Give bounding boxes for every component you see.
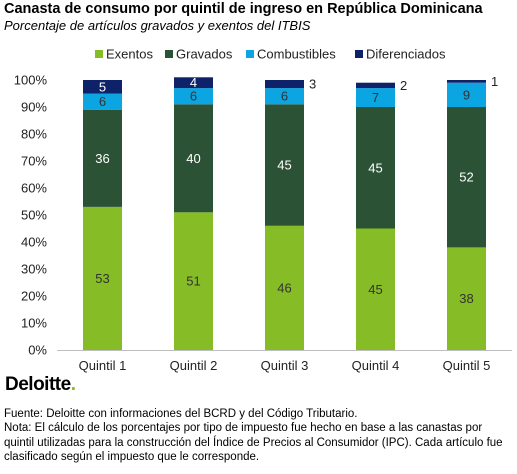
brand-name: Deloitte: [5, 374, 71, 395]
data-label-combustibles-q3: 6: [281, 89, 288, 104]
data-label-combustibles-q2: 6: [190, 89, 197, 104]
bar-gravados-q5: [447, 107, 486, 248]
data-label-combustibles-q4: 7: [372, 90, 379, 105]
bar-gravados-q1: [83, 109, 122, 207]
legend-swatch-exentos: [95, 50, 103, 58]
data-label-combustibles-q1: 6: [99, 94, 106, 109]
y-tick-label: 60%: [21, 181, 47, 196]
method-note: Nota: El cálculo de los porcentajes por …: [4, 422, 503, 463]
legend-label-combustibles: Combustibles: [257, 47, 336, 62]
x-tick-label: Quintil 5: [443, 358, 491, 373]
legend-swatch-gravados: [165, 50, 173, 58]
data-label-exentos-q1: 53: [95, 271, 109, 286]
bar-gravados-q4: [356, 107, 395, 229]
data-label-diferenciados-q4: 2: [400, 78, 407, 93]
bar-gravados-q2: [174, 104, 213, 213]
source-note: Fuente: Deloitte con informaciones del B…: [4, 408, 358, 420]
brand-dot: .: [70, 374, 76, 395]
y-tick-label: 100%: [14, 73, 48, 88]
y-tick-label: 50%: [21, 208, 47, 223]
bar-diferenciados-q4: [356, 82, 395, 89]
x-tick-label: Quintil 2: [170, 358, 218, 373]
bar-combustibles-q3: [265, 88, 304, 105]
legend-label-diferenciados: Diferenciados: [366, 47, 446, 62]
data-label-diferenciados-q5: 1: [491, 74, 498, 89]
x-tick-label: Quintil 1: [79, 358, 127, 373]
y-tick-label: 0%: [28, 343, 47, 358]
data-label-gravados-q2: 40: [186, 151, 200, 166]
data-label-gravados-q4: 45: [368, 160, 382, 175]
bar-exentos-q2: [174, 212, 213, 350]
bar-diferenciados-q3: [265, 80, 304, 89]
deloitte-logo: Deloitte.: [5, 374, 76, 396]
y-tick-label: 70%: [21, 154, 47, 169]
legend-label-gravados: Gravados: [176, 47, 233, 62]
bar-combustibles-q4: [356, 88, 395, 107]
y-tick-label: 20%: [21, 289, 47, 304]
bar-gravados-q3: [265, 104, 304, 226]
bar-exentos-q4: [356, 228, 395, 350]
bar-diferenciados-q1: [83, 80, 122, 94]
bar-combustibles-q2: [174, 88, 213, 105]
data-label-exentos-q5: 38: [459, 291, 473, 306]
footnotes: Fuente: Deloitte con informaciones del B…: [4, 407, 514, 464]
y-tick-label: 40%: [21, 235, 47, 250]
x-tick-label: Quintil 3: [261, 358, 309, 373]
legend-swatch-diferenciados: [355, 50, 363, 58]
chart-subtitle: Porcentaje de artículos gravados y exent…: [4, 18, 311, 33]
data-label-combustibles-q5: 9: [463, 87, 470, 102]
data-label-exentos-q2: 51: [186, 274, 200, 289]
y-tick-label: 90%: [21, 100, 47, 115]
bar-exentos-q5: [447, 247, 486, 350]
bar-exentos-q1: [83, 206, 122, 350]
chart-title: Canasta de consumo por quintil de ingres…: [4, 1, 483, 17]
bar-exentos-q3: [265, 225, 304, 350]
x-tick-label: Quintil 4: [352, 358, 400, 373]
data-label-gravados-q5: 52: [459, 170, 473, 185]
data-label-diferenciados-q2: 4: [190, 75, 197, 90]
y-tick-label: 10%: [21, 316, 47, 331]
bar-combustibles-q5: [447, 82, 486, 107]
data-label-gravados-q3: 45: [277, 158, 291, 173]
bar-diferenciados-q2: [174, 77, 213, 89]
legend-swatch-combustibles: [246, 50, 254, 58]
data-label-diferenciados-q3: 3: [309, 77, 316, 92]
bar-combustibles-q1: [83, 93, 122, 110]
data-label-exentos-q3: 46: [277, 280, 291, 295]
legend-label-exentos: Exentos: [106, 47, 153, 62]
data-label-exentos-q4: 45: [368, 282, 382, 297]
y-tick-label: 30%: [21, 262, 47, 277]
data-label-gravados-q1: 36: [95, 151, 109, 166]
bar-diferenciados-q5: [447, 80, 486, 83]
y-tick-label: 80%: [21, 127, 47, 142]
data-label-diferenciados-q1: 5: [99, 79, 106, 94]
